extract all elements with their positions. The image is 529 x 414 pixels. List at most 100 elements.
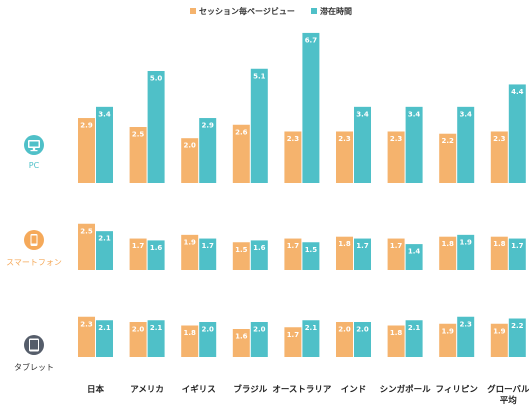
bar-value-label: 6.7 bbox=[305, 36, 318, 44]
bar bbox=[439, 133, 457, 183]
bar-value-label: 2.3 bbox=[287, 135, 300, 143]
bar bbox=[181, 138, 199, 183]
tablet-icon bbox=[24, 335, 44, 355]
bar-value-label: 2.1 bbox=[150, 324, 163, 332]
category-axis-labels: 日本 アメリカ イギリス ブラジル オーストラリア インド シンガポール フィリピン グローバル… bbox=[87, 384, 529, 406]
bar-value-label: 1.7 bbox=[511, 242, 524, 250]
bar-value-label: 2.1 bbox=[98, 235, 111, 243]
bar-value-label: 2.3 bbox=[338, 135, 351, 143]
bar bbox=[250, 68, 268, 183]
bar bbox=[96, 320, 113, 357]
bar-value-label: 4.4 bbox=[511, 88, 524, 96]
icon-phone-screen bbox=[31, 235, 37, 244]
bar bbox=[232, 329, 250, 357]
bar-value-label: 2.3 bbox=[390, 135, 403, 143]
bar bbox=[284, 238, 302, 270]
bar-value-label: 1.8 bbox=[390, 329, 403, 337]
bar bbox=[129, 322, 147, 357]
bar-value-label: 2.2 bbox=[441, 137, 454, 145]
bar bbox=[250, 322, 268, 357]
category-label: イギリス bbox=[182, 384, 216, 395]
bar bbox=[439, 323, 457, 357]
bar bbox=[96, 231, 113, 270]
bar-value-label: 2.1 bbox=[305, 324, 318, 332]
bar-value-label: 3.4 bbox=[98, 110, 111, 118]
bar-value-label: 1.9 bbox=[459, 238, 472, 246]
bar-value-label: 1.8 bbox=[441, 240, 454, 248]
bar bbox=[508, 238, 526, 270]
bar-value-label: 2.0 bbox=[132, 326, 145, 334]
bar-value-label: 2.0 bbox=[356, 326, 369, 334]
bar bbox=[78, 118, 95, 183]
bar-value-label: 3.4 bbox=[408, 110, 421, 118]
panel-2: スマートフォン 2.5 1.7 1.9 1.5 1.7 1.8 1.7 1.8 1.8 2.1 1.6… bbox=[6, 223, 526, 270]
bar-value-label: 3.4 bbox=[356, 110, 369, 118]
bar-value-label: 1.8 bbox=[338, 240, 351, 248]
bar bbox=[147, 71, 165, 183]
panel-device-label: スマートフォン bbox=[6, 258, 62, 267]
bar-value-label: 1.7 bbox=[390, 242, 403, 250]
bar-value-label: 1.7 bbox=[287, 242, 300, 250]
legend-swatch bbox=[311, 8, 317, 14]
category-label: ブラジル bbox=[233, 384, 267, 395]
bar bbox=[439, 236, 457, 270]
bar-value-label: 2.5 bbox=[132, 131, 145, 139]
bar bbox=[302, 320, 320, 357]
panel-3: タブレット 2.3 2.0 1.8 1.6 1.7 2.0 1.8 1.9 1.9 2.1 2.1 2.… bbox=[14, 316, 526, 372]
bar bbox=[302, 32, 320, 183]
bar bbox=[490, 131, 508, 183]
bar-value-label: 2.0 bbox=[253, 326, 266, 334]
bar-value-label: 1.7 bbox=[201, 242, 214, 250]
bar bbox=[129, 127, 147, 183]
panel-device-label: タブレット bbox=[14, 362, 54, 372]
category-label: オーストラリア bbox=[272, 385, 332, 395]
chart-panels: PC 2.9 2.5 2.0 2.6 2.3 2.3 2.3 2.2 2.3 3.4 5.0 2.9 5.… bbox=[6, 32, 526, 372]
legend-swatch bbox=[190, 8, 196, 14]
bar-value-label: 2.2 bbox=[511, 322, 524, 330]
smartphone-icon bbox=[24, 230, 44, 250]
bar-value-label: 1.6 bbox=[253, 244, 266, 252]
bar-value-label: 3.4 bbox=[459, 110, 472, 118]
bar-value-label: 1.8 bbox=[493, 240, 506, 248]
bar-value-label: 2.0 bbox=[201, 326, 214, 334]
bar-value-label: 1.5 bbox=[235, 246, 248, 254]
bar-value-label: 2.6 bbox=[235, 128, 248, 136]
bar-value-label: 1.9 bbox=[493, 327, 506, 335]
bar-value-label: 2.3 bbox=[493, 135, 506, 143]
bar-value-label: 1.9 bbox=[183, 238, 196, 246]
bar-value-label: 2.0 bbox=[183, 142, 196, 150]
panel-device-label: PC bbox=[29, 161, 40, 170]
icon-base bbox=[30, 150, 38, 152]
bar bbox=[387, 325, 405, 357]
bar-value-label: 2.3 bbox=[459, 320, 472, 328]
legend-label: 滞在時間 bbox=[320, 6, 352, 16]
bar bbox=[508, 84, 526, 183]
bar bbox=[405, 244, 423, 270]
desktop-monitor-icon bbox=[24, 135, 44, 155]
bar-value-label: 2.1 bbox=[98, 324, 111, 332]
bar-value-label: 5.1 bbox=[253, 72, 266, 80]
bar bbox=[284, 131, 302, 183]
bar bbox=[199, 322, 217, 357]
bar bbox=[199, 238, 217, 270]
bar bbox=[129, 238, 147, 270]
bar bbox=[336, 236, 353, 270]
bar bbox=[387, 238, 405, 270]
category-label: グローバル bbox=[487, 384, 529, 395]
legend: セッション毎ページビュー 滞在時間 bbox=[190, 6, 352, 16]
bar-value-label: 2.3 bbox=[80, 320, 93, 328]
bar-value-label: 1.7 bbox=[356, 242, 369, 250]
bar bbox=[199, 118, 217, 183]
category-label: フィリピン bbox=[436, 384, 479, 395]
category-label: シンガポール bbox=[380, 384, 432, 395]
bar bbox=[490, 323, 508, 357]
bar bbox=[250, 240, 268, 270]
bar bbox=[78, 223, 95, 270]
category-label: インド bbox=[341, 385, 367, 395]
legend-label: セッション毎ページビュー bbox=[199, 6, 295, 16]
bar bbox=[354, 106, 371, 183]
bar bbox=[302, 242, 320, 270]
bar bbox=[336, 322, 353, 357]
category-label: アメリカ bbox=[130, 385, 164, 395]
bar-value-label: 1.6 bbox=[150, 244, 163, 252]
